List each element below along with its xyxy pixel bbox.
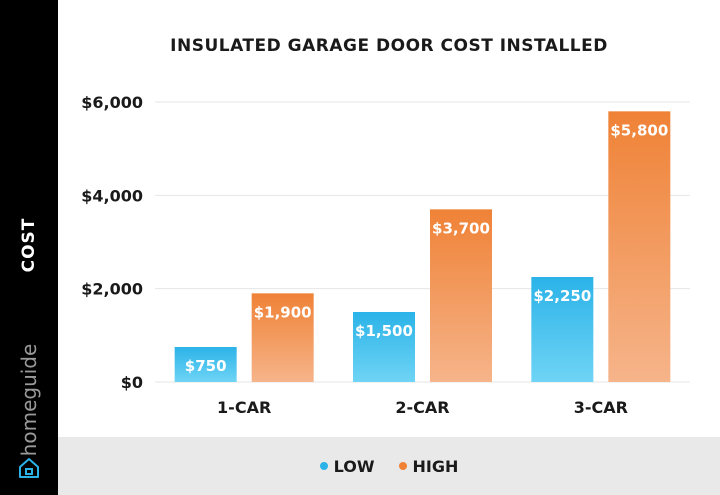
- bar-high-2-car: [430, 209, 492, 382]
- data-label: $3,700: [432, 219, 490, 237]
- y-tick-label: $2,000: [81, 280, 143, 299]
- x-tick-label: 3-CAR: [574, 398, 628, 417]
- data-label: $1,900: [254, 303, 312, 321]
- y-tick-label: $6,000: [81, 93, 143, 112]
- legend-label-low: LOW: [333, 456, 375, 476]
- bar-low-1-car: [174, 347, 237, 382]
- x-tick-label: 1-CAR: [217, 398, 271, 417]
- data-label: $2,250: [533, 287, 591, 305]
- legend-dot-low: [319, 462, 328, 470]
- x-tick-label: 2-CAR: [395, 398, 449, 417]
- legend-item-high: HIGH: [398, 456, 459, 476]
- sidebar: COST homeguide: [0, 0, 58, 495]
- chart-title: INSULATED GARAGE DOOR COST INSTALLED: [170, 36, 608, 56]
- y-tick-label: $4,000: [81, 186, 143, 205]
- data-label: $1,500: [355, 322, 413, 340]
- bar-low-2-car: [353, 312, 415, 382]
- legend-dot-high: [398, 462, 407, 470]
- legend: LOW HIGH: [58, 437, 720, 495]
- legend-label-high: HIGH: [412, 456, 459, 476]
- house-icon: [19, 458, 39, 478]
- bar-high-1-car: [251, 293, 314, 382]
- data-label: $750: [185, 357, 227, 375]
- y-tick-label: $0: [121, 373, 143, 392]
- bar-chart: $0 $2,000 $4,000 $6,000 $750 $1,900 1-CAR $1,50…: [81, 93, 690, 417]
- data-label: $5,800: [610, 121, 668, 139]
- bar-high-3-car: [608, 111, 671, 382]
- bar-low-3-car: [531, 277, 594, 382]
- legend-item-low: LOW: [319, 456, 375, 476]
